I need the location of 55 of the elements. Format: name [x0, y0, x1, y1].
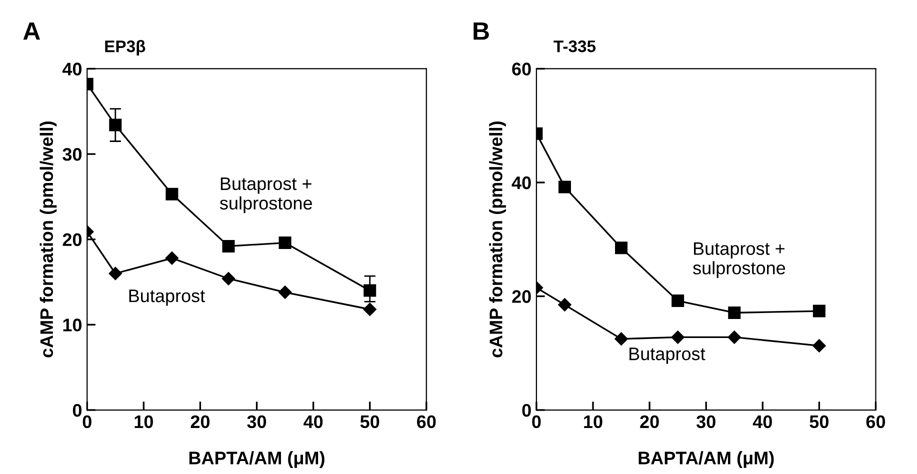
x-tick-label: 60	[417, 415, 436, 428]
point	[812, 304, 826, 318]
x-tick-label: 20	[190, 415, 210, 428]
text: A	[23, 22, 40, 40]
point	[364, 284, 376, 297]
y-tick-label: 40	[62, 62, 82, 76]
point	[614, 332, 628, 346]
y-tick-label: 60	[512, 62, 531, 76]
chart-title: T-335	[554, 40, 596, 52]
point	[363, 302, 376, 316]
x-tick-label: 50	[810, 415, 828, 428]
point	[278, 286, 292, 299]
x-tick-label: 20	[640, 415, 659, 428]
y-tick-label: 0	[522, 404, 531, 417]
chart-title: EP3β	[105, 40, 146, 56]
point	[672, 294, 684, 308]
series-label: Butaprost + sulprostone	[220, 178, 312, 214]
series-label: Butaprost	[129, 290, 205, 306]
point	[278, 236, 292, 250]
x-tick-label: 10	[134, 415, 153, 428]
x-axis-title: BAPTA/AM (μM)	[189, 451, 324, 468]
x-tick-label: 0	[82, 415, 92, 428]
x-tick-label: 30	[247, 415, 266, 428]
x-tick-label: 0	[532, 415, 541, 428]
point	[728, 330, 741, 344]
text: B	[474, 22, 489, 40]
point	[558, 298, 572, 312]
x-tick-label: 50	[360, 415, 380, 428]
x-tick-label: 30	[696, 415, 716, 428]
point	[165, 252, 179, 265]
y-tick-label: 10	[63, 318, 82, 332]
point	[728, 306, 741, 319]
point	[109, 118, 122, 132]
point	[812, 339, 826, 352]
y-axis-title: cAMP formation (pmol/well)	[489, 122, 506, 358]
point	[222, 240, 235, 252]
x-tick-label: 10	[584, 415, 602, 428]
y-tick-label: 40	[512, 176, 531, 190]
point	[671, 330, 684, 344]
point	[108, 266, 122, 280]
y-tick-label: 0	[72, 404, 82, 417]
x-axis-title: BAPTA/AM (μM)	[638, 451, 774, 468]
point	[615, 242, 628, 254]
series-label: Butaprost	[630, 348, 706, 364]
y-axis-title: cAMP formation (pmol/well)	[40, 122, 57, 358]
y-tick-label: 20	[62, 233, 82, 246]
y-tick-label: 20	[512, 290, 531, 303]
point	[222, 272, 236, 286]
series-label: Butaprost + sulprostone	[693, 242, 786, 278]
point	[558, 180, 571, 194]
x-tick-label: 60	[866, 415, 886, 428]
x-tick-label: 40	[304, 415, 323, 428]
point	[166, 188, 178, 200]
x-tick-label: 40	[752, 415, 772, 428]
y-tick-label: 30	[62, 148, 82, 161]
